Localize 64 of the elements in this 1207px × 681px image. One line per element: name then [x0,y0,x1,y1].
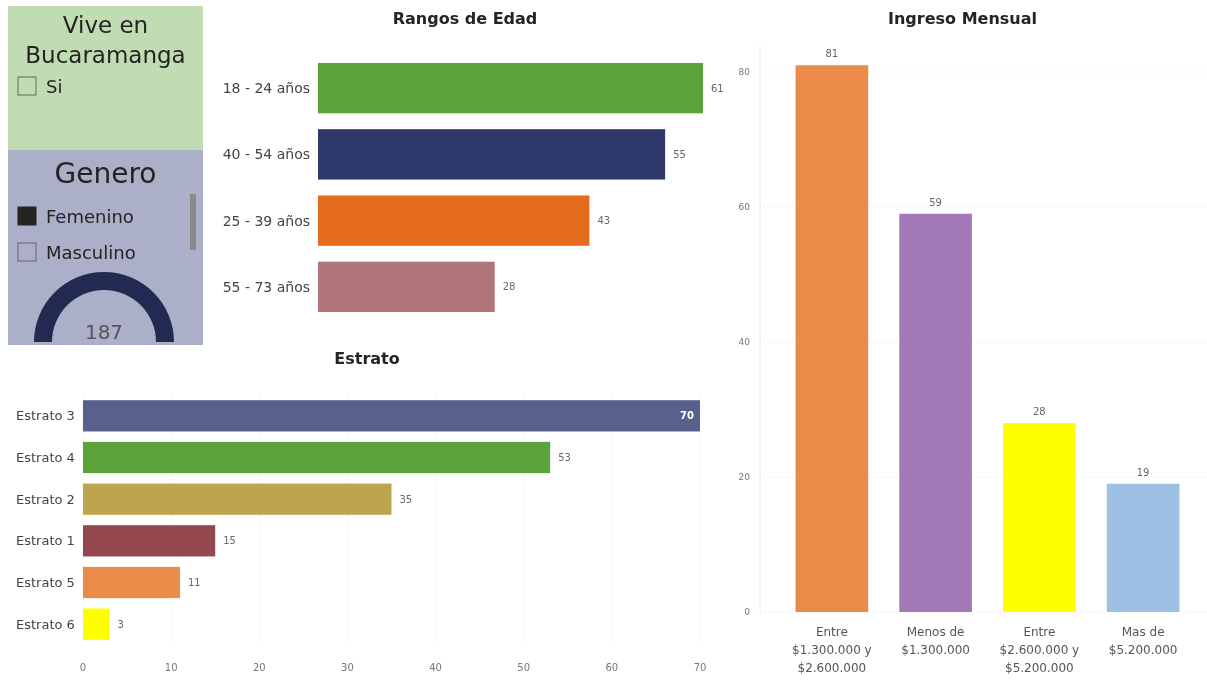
data-label: 59 [929,196,942,208]
x-tick-label: 20 [252,662,266,673]
y-tick-label: 40 [738,337,751,348]
chart-title: Ingreso Mensual [888,9,1037,28]
bar [83,566,180,599]
data-label: 35 [399,493,413,505]
x-tick-label: 10 [164,662,178,673]
data-label: 81 [825,48,839,60]
x-tick-label: 30 [341,662,354,673]
data-label: 61 [711,82,724,94]
y-tick-label: 20 [738,472,751,483]
x-tick-label: 40 [429,662,442,673]
text: Masculino [46,242,136,263]
chart-title: Rangos de Edad [392,9,538,28]
y-tick-label: Estrato 1 [16,533,75,549]
text: 187 [84,320,124,344]
data-label: 19 [1136,466,1150,478]
y-tick-label: Estrato 6 [16,616,75,632]
x-tick-label: Entre $1.300.000 y $2.600.000 [792,625,872,675]
y-tick-label: 0 [744,607,751,618]
data-label: 3 [117,618,124,630]
y-tick-label: Estrato 2 [16,491,75,507]
data-label: 53 [558,452,571,463]
chart-title: Estrato [334,349,400,368]
y-tick-label: Estrato 5 [16,575,75,591]
bar [83,400,700,432]
text: Vive en Bucaramanga [25,12,186,68]
data-label: 55 [673,148,686,160]
bar [318,195,590,246]
text: Si [46,76,63,97]
data-label: 43 [597,215,611,227]
data-label: 70 [680,410,695,422]
bar [318,62,703,114]
data-label: 15 [223,535,236,547]
x-tick-label: Menos de $1.300.000 [901,625,970,657]
data-label: 11 [187,577,201,588]
bar [83,525,216,557]
bar [318,261,495,313]
y-tick-label: 25 - 39 años [222,212,310,229]
y-tick-label: Estrato 3 [16,408,75,424]
data-label: 28 [502,281,516,293]
bar [1106,483,1180,612]
y-tick-label: 80 [738,67,751,78]
x-tick-label: Entre $2.600.000 y $5.200.000 [999,625,1080,675]
data-label: 28 [1033,406,1046,417]
y-tick-label: 55 - 73 años [222,278,310,295]
bar [83,483,392,515]
bar [899,213,972,612]
x-tick-label: 60 [605,662,619,673]
y-tick-label: 18 - 24 años [222,80,310,97]
x-tick-label: 70 [693,662,707,673]
y-tick-label: Estrato 4 [16,450,75,466]
bar [318,129,666,180]
bar [83,441,551,474]
x-tick-label: 50 [517,662,531,673]
bar [83,608,110,640]
text: Genero [54,157,157,190]
x-tick-label: 0 [79,662,87,673]
bar [795,65,869,612]
x-tick-label: Mas de $5.200.000 [1108,625,1178,657]
y-tick-label: 60 [738,202,751,213]
bar [1003,423,1076,612]
text: Femenino [46,206,134,227]
y-tick-label: 40 - 54 años [222,146,310,163]
